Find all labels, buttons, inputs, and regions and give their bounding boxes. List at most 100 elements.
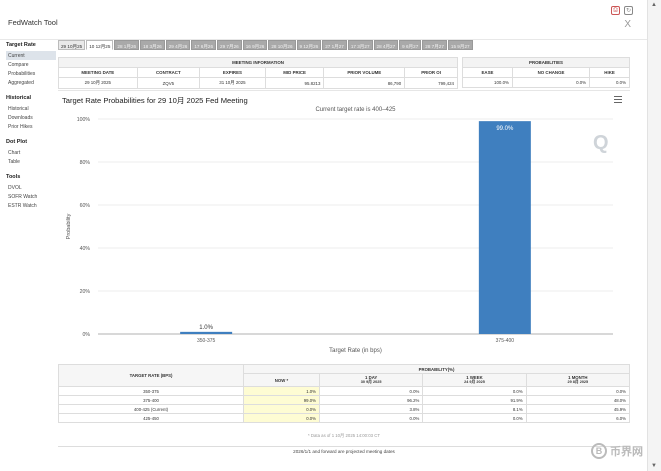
meeting-tab[interactable]: 16 9月26 [242, 40, 268, 50]
sidebar-section-title: Tools [6, 174, 21, 180]
probability-cell: 91.9% [422, 395, 527, 405]
period-date: 30 9月 2025 [360, 380, 382, 384]
target-rate-cell: 375-400 [58, 395, 244, 405]
probability-history-table: TARGET RATE (BPS) PROBABILITY(%) NOW * 1 … [58, 364, 631, 423]
hike-value: 0.0% [589, 77, 630, 88]
probability-cell: 1.0% [243, 386, 320, 396]
prior-volume-value: 86,790 [323, 77, 406, 89]
sidebar-item-historical[interactable]: Historical [8, 105, 29, 112]
col-contract: CONTRACT [136, 67, 201, 78]
sidebar-item-current[interactable]: Current [6, 51, 56, 60]
meeting-date-value: 29 10月 2025 [58, 77, 138, 89]
sidebar-item-chart[interactable]: Chart [8, 149, 21, 156]
probabilities-table: PROBABILITIES EASE NO CHANGE HIKE 100.0%… [462, 57, 630, 88]
meeting-tab[interactable]: 9 12月26 [296, 40, 322, 50]
sidebar-item-sofr-watch[interactable]: SOFR Watch [8, 193, 38, 200]
meeting-tab[interactable]: 15 9月27 [447, 40, 473, 50]
target-rate-cell: 425-450 [58, 413, 244, 423]
y-tick-label: 80% [80, 160, 91, 166]
col-ease: EASE [462, 67, 513, 78]
y-axis-label: Probability [66, 213, 72, 239]
col-mid-price: MID PRICE [264, 67, 325, 78]
chart-subtitle: Current target rate is 400–425 [315, 107, 396, 113]
period-header: 1 WEEK 24 9月 2025 [422, 373, 527, 387]
probability-cell: 45.9% [525, 404, 631, 414]
meeting-tab[interactable]: 28 7月27 [422, 40, 447, 50]
pdf-icon[interactable]: ⎙ [611, 6, 620, 15]
vertical-scrollbar[interactable]: ▲ ▼ [647, 0, 661, 471]
top-icons: ⎙ ↻ [611, 6, 633, 15]
meeting-tab[interactable]: 17 6月26 [191, 40, 217, 50]
meeting-tab[interactable]: 29 7月26 [217, 40, 242, 50]
y-tick-label: 100% [77, 117, 91, 123]
probability-cell: 0.0% [318, 386, 424, 396]
chart-bar [180, 331, 233, 334]
app-title: FedWatch Tool [8, 18, 58, 27]
probability-header: PROBABILITY(%) [243, 364, 630, 374]
period-label: 1 WEEK [466, 375, 483, 380]
probability-cell: 0.0% [243, 404, 320, 414]
sidebar-item-estr-watch[interactable]: ESTR Watch [8, 202, 37, 209]
chart-bar [478, 121, 531, 335]
col-expires: EXPIRES [199, 67, 266, 78]
watermark-text: 币界网 [610, 446, 643, 458]
probability-cell: 0.0% [422, 386, 527, 396]
meeting-tab[interactable]: 28 10月26 [268, 40, 296, 50]
col-no-change: NO CHANGE [511, 67, 591, 78]
prior-oi-value: 799,424 [404, 77, 458, 89]
sidebar-item-downloads[interactable]: Downloads [8, 114, 33, 121]
meeting-tab[interactable]: 10 12月25 [86, 40, 114, 50]
meeting-tabs: 29 10月25 10 12月25 28 1月26 18 3月26 29 4月26 17 … [58, 40, 473, 50]
meeting-tab[interactable]: 18 3月26 [140, 40, 165, 50]
col-prior-volume: PRIOR VOLUME [323, 67, 406, 78]
sidebar-item-probabilities[interactable]: Probabilities [8, 70, 36, 77]
sidebar-item-table[interactable]: Table [8, 158, 20, 165]
col-hike: HIKE [589, 67, 630, 78]
meeting-tab[interactable]: 9 6月27 [399, 40, 422, 50]
y-tick-label: 60% [80, 203, 91, 209]
probability-cell: 0.0% [422, 413, 527, 423]
mid-price-value: 95.8213 [264, 77, 325, 89]
probability-cell: 0.0% [243, 413, 320, 423]
refresh-icon[interactable]: ↻ [624, 6, 633, 15]
projected-dates-note: 2026/1/1 and forward are projected meeti… [58, 446, 630, 454]
sidebar-section-title: Target Rate [6, 42, 36, 48]
chart-panel: Target Rate Probabilities for 29 10月 202… [58, 90, 630, 360]
sidebar-item-aggregated[interactable]: Aggregated [8, 79, 34, 86]
probability-cell: 0.0% [525, 386, 631, 396]
meeting-tab[interactable]: 29 4月26 [165, 40, 191, 50]
hamburger-icon[interactable] [614, 96, 622, 103]
chart-title: Target Rate Probabilities for 29 10月 202… [62, 96, 248, 105]
y-tick-label: 40% [80, 246, 91, 252]
probability-cell: 6.0% [525, 413, 631, 423]
meeting-tab[interactable]: 28 1月26 [114, 40, 140, 50]
ease-value: 100.0% [462, 77, 513, 88]
probability-cell: 3.8% [318, 404, 424, 414]
sidebar-item-compare[interactable]: Compare [8, 61, 29, 68]
target-rate-cell: 400-425 (Current) [58, 404, 244, 414]
y-tick-label: 20% [80, 289, 91, 295]
meeting-tab[interactable]: 17 3月27 [347, 40, 373, 50]
period-header: NOW * [243, 373, 320, 387]
close-button[interactable]: X [624, 19, 631, 30]
sidebar-item-prior-hikes[interactable]: Prior Hikes [8, 123, 33, 130]
period-label: 1 MONTH [568, 375, 588, 380]
chart-watermark-icon: Q [593, 132, 609, 154]
scroll-up-icon[interactable]: ▲ [651, 2, 657, 8]
meeting-tab[interactable]: 29 10月25 [58, 40, 86, 50]
scroll-down-icon[interactable]: ▼ [651, 463, 657, 469]
period-label: 1 DAY [365, 375, 378, 380]
x-axis-label: Target Rate (in bps) [329, 348, 382, 354]
contract-value: ZQV5 [136, 77, 201, 89]
expires-value: 31 10月 2025 [199, 77, 266, 89]
meeting-tab[interactable]: 28 4月27 [373, 40, 399, 50]
probability-cell: 8.1% [422, 404, 527, 414]
sidebar: Target Rate Current Compare Probabilities Ag… [6, 42, 56, 210]
probability-cell: 96.2% [318, 395, 424, 405]
table-row: 350-375 1.0% 0.0% 0.0% 0.0% [58, 386, 631, 396]
meeting-tab[interactable]: 27 1月27 [322, 40, 347, 50]
sidebar-item-dvol[interactable]: DVOL [8, 184, 22, 191]
probability-bar-chart: Current target rate is 400–425 0% 20% 40% 60… [66, 107, 613, 354]
y-tick-label: 0% [83, 332, 91, 338]
x-tick-label: 375-400 [496, 338, 515, 344]
